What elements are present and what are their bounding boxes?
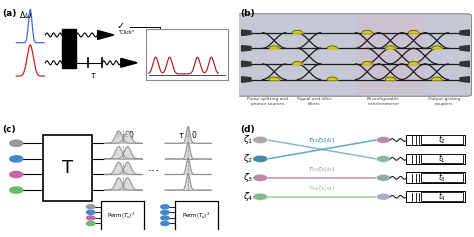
Circle shape xyxy=(253,136,268,144)
Polygon shape xyxy=(105,147,142,159)
Polygon shape xyxy=(242,46,251,51)
FancyBboxPatch shape xyxy=(406,135,465,145)
FancyBboxPatch shape xyxy=(237,14,472,96)
Polygon shape xyxy=(165,173,211,190)
Text: $\tau$: $\tau$ xyxy=(216,74,221,81)
Text: $T_{44}\zeta_4(t_4)$: $T_{44}\zeta_4(t_4)$ xyxy=(308,184,336,193)
Circle shape xyxy=(253,155,268,162)
Polygon shape xyxy=(460,30,469,36)
Circle shape xyxy=(10,156,23,162)
Circle shape xyxy=(253,174,268,181)
Polygon shape xyxy=(105,131,142,143)
Text: $t_2$: $t_2$ xyxy=(438,134,446,146)
Text: (d): (d) xyxy=(240,125,255,134)
Polygon shape xyxy=(105,178,142,190)
Polygon shape xyxy=(460,46,469,51)
Text: $t_4$: $t_4$ xyxy=(438,191,446,203)
Polygon shape xyxy=(105,162,142,174)
Text: ...: ... xyxy=(147,161,159,174)
Polygon shape xyxy=(98,31,114,39)
Circle shape xyxy=(376,137,391,143)
Text: ✓: ✓ xyxy=(116,21,124,31)
Text: (b): (b) xyxy=(240,9,255,18)
Text: Output grating
couplers: Output grating couplers xyxy=(428,97,460,106)
Circle shape xyxy=(161,210,169,214)
Text: $\tau = 0$: $\tau = 0$ xyxy=(115,129,136,140)
Text: $t_1$: $t_1$ xyxy=(438,153,446,165)
Text: 0: 0 xyxy=(180,75,183,80)
Text: (a): (a) xyxy=(2,9,17,18)
Text: T: T xyxy=(62,159,73,177)
Text: $\mathrm{Perm}(T_s)^2$: $\mathrm{Perm}(T_s)^2$ xyxy=(182,210,210,221)
Polygon shape xyxy=(460,77,469,82)
Text: $\zeta_3$: $\zeta_3$ xyxy=(243,171,253,184)
FancyBboxPatch shape xyxy=(406,154,465,164)
FancyBboxPatch shape xyxy=(421,136,463,144)
Text: $\mathrm{Perm}(T_s)^2$: $\mathrm{Perm}(T_s)^2$ xyxy=(107,210,135,221)
Polygon shape xyxy=(105,178,142,190)
FancyBboxPatch shape xyxy=(406,191,465,202)
Polygon shape xyxy=(105,131,142,143)
Circle shape xyxy=(161,205,169,209)
Text: $T_{33}\zeta_3(t_3)$: $T_{33}\zeta_3(t_3)$ xyxy=(308,165,336,174)
Circle shape xyxy=(253,193,268,200)
Circle shape xyxy=(86,210,95,214)
Text: Signal and idler
filters: Signal and idler filters xyxy=(297,97,331,106)
FancyBboxPatch shape xyxy=(43,135,92,201)
Polygon shape xyxy=(105,162,142,174)
FancyBboxPatch shape xyxy=(421,192,463,201)
Circle shape xyxy=(376,193,391,200)
Polygon shape xyxy=(165,142,211,159)
Text: $T_{21}\zeta_1(t_2)$: $T_{21}\zeta_1(t_2)$ xyxy=(308,136,336,145)
Polygon shape xyxy=(242,30,251,36)
Circle shape xyxy=(376,155,391,162)
Text: $\zeta_1$: $\zeta_1$ xyxy=(243,133,253,146)
Polygon shape xyxy=(62,29,75,68)
Circle shape xyxy=(86,205,95,209)
Text: $\Delta\omega$: $\Delta\omega$ xyxy=(18,9,32,20)
Circle shape xyxy=(10,140,23,146)
Circle shape xyxy=(10,187,23,193)
Polygon shape xyxy=(105,147,142,159)
Polygon shape xyxy=(242,61,251,67)
Polygon shape xyxy=(165,158,211,174)
Text: $t_3$: $t_3$ xyxy=(438,172,446,184)
Text: $\tau = 0$: $\tau = 0$ xyxy=(178,129,198,140)
Text: $\tau$: $\tau$ xyxy=(90,71,96,80)
Text: $\zeta_4$: $\zeta_4$ xyxy=(243,190,253,203)
FancyBboxPatch shape xyxy=(421,155,463,163)
Circle shape xyxy=(86,216,95,220)
FancyBboxPatch shape xyxy=(421,173,463,182)
Polygon shape xyxy=(242,77,251,82)
Text: $T_{12}\zeta_2(t_1)$: $T_{12}\zeta_2(t_1)$ xyxy=(308,136,336,145)
Circle shape xyxy=(161,216,169,220)
Text: "Click": "Click" xyxy=(118,30,135,35)
Text: (c): (c) xyxy=(2,125,16,134)
FancyBboxPatch shape xyxy=(406,173,465,183)
FancyBboxPatch shape xyxy=(356,16,425,94)
Text: Reconfigurable
interferometer: Reconfigurable interferometer xyxy=(367,97,400,106)
Circle shape xyxy=(161,222,169,225)
Circle shape xyxy=(10,171,23,178)
Polygon shape xyxy=(121,58,137,67)
Polygon shape xyxy=(165,127,211,143)
Text: Pump splitting and
photon sources: Pump splitting and photon sources xyxy=(247,97,288,106)
Circle shape xyxy=(376,174,391,181)
Text: $\zeta_2$: $\zeta_2$ xyxy=(243,152,253,165)
Circle shape xyxy=(86,222,95,225)
Polygon shape xyxy=(460,61,469,67)
FancyBboxPatch shape xyxy=(146,29,228,80)
